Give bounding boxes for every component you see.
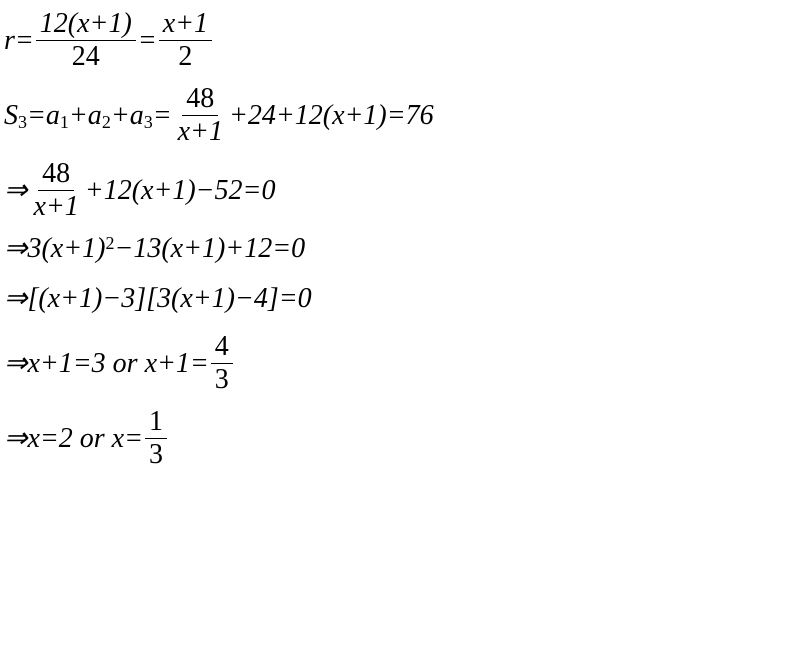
text-arrow-3x1: ⇒3(x+1) — [4, 235, 105, 263]
equation-line-4: ⇒3(x+1) 2 −13(x+1)+12=0 — [4, 235, 796, 263]
numerator: 12(x+1) — [36, 10, 136, 41]
text-eq-a: =a — [27, 102, 60, 130]
denominator: 3 — [145, 439, 167, 469]
equation-line-5: ⇒[(x+1)−3][3(x+1)−4]=0 — [4, 285, 796, 313]
text-solutions-x: ⇒x=2 or x= — [4, 425, 143, 453]
fraction-4-3: 4 3 — [211, 333, 233, 394]
text-plus-a: +a — [69, 102, 102, 130]
text-equals: = — [153, 102, 172, 130]
fraction-1-3: 1 3 — [145, 408, 167, 469]
text-solutions-x1: ⇒x+1=3 or x+1= — [4, 350, 209, 378]
superscript-2: 2 — [105, 234, 114, 252]
text-r-equals: r= — [4, 27, 34, 55]
text-plus-a: +a — [111, 102, 144, 130]
denominator: x+1 — [174, 116, 227, 146]
text-factored: ⇒[(x+1)−3][3(x+1)−4]=0 — [4, 285, 312, 313]
subscript-3: 3 — [144, 113, 153, 131]
text-tail: −13(x+1)+12=0 — [114, 235, 305, 263]
equation-line-1: r= 12(x+1) 24 = x+1 2 — [4, 10, 796, 71]
text-arrow: ⇒ — [4, 177, 27, 205]
numerator: x+1 — [159, 10, 212, 41]
subscript-3: 3 — [18, 113, 27, 131]
equation-line-3: ⇒ 48 x+1 +12(x+1)−52=0 — [4, 160, 796, 221]
numerator: 48 — [182, 85, 218, 116]
subscript-2: 2 — [102, 113, 111, 131]
text-s: S — [4, 102, 18, 130]
numerator: 48 — [38, 160, 74, 191]
text-tail: +24+12(x+1)=76 — [229, 102, 434, 130]
denominator: 2 — [174, 41, 196, 71]
denominator: 3 — [211, 364, 233, 394]
denominator: x+1 — [29, 191, 82, 221]
equation-line-7: ⇒x=2 or x= 1 3 — [4, 408, 796, 469]
equation-line-6: ⇒x+1=3 or x+1= 4 3 — [4, 333, 796, 394]
denominator: 24 — [68, 41, 104, 71]
fraction-x1-2: x+1 2 — [159, 10, 212, 71]
fraction-12x1-24: 12(x+1) 24 — [36, 10, 136, 71]
text-equals: = — [138, 27, 157, 55]
fraction-48-x1: 48 x+1 — [29, 160, 82, 221]
numerator: 4 — [211, 333, 233, 364]
numerator: 1 — [145, 408, 167, 439]
fraction-48-x1: 48 x+1 — [174, 85, 227, 146]
equation-line-2: S 3 =a 1 +a 2 +a 3 = 48 x+1 +24+12(x+1)=… — [4, 85, 796, 146]
text-tail: +12(x+1)−52=0 — [85, 177, 276, 205]
subscript-1: 1 — [60, 113, 69, 131]
